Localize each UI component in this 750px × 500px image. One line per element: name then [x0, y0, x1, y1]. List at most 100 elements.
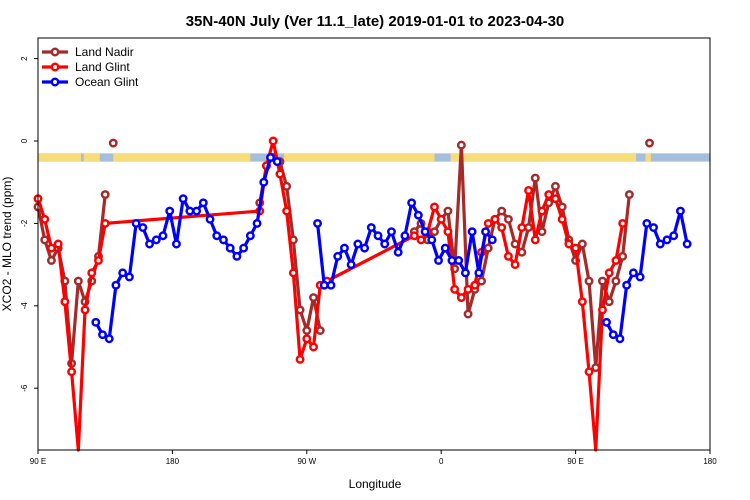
- data-point: [413, 210, 423, 220]
- x-tick-label: 90 E: [567, 457, 583, 466]
- data-point: [40, 235, 50, 245]
- data-point: [447, 256, 457, 265]
- data-point: [100, 190, 110, 200]
- data-point: [611, 276, 621, 286]
- y-tick-label: -2: [20, 219, 29, 227]
- data-point: [503, 214, 513, 224]
- data-point: [675, 206, 685, 216]
- data-point: [272, 157, 282, 167]
- data-point: [259, 177, 269, 187]
- data-point: [185, 206, 195, 216]
- data-point: [288, 268, 298, 278]
- data-point: [517, 223, 527, 232]
- data-point: [239, 243, 249, 253]
- y-tick-label: 2: [20, 56, 29, 61]
- data-point: [282, 181, 292, 191]
- data-point: [46, 256, 56, 265]
- y-tick-label: -6: [20, 384, 29, 392]
- data-point: [91, 317, 101, 327]
- land-band: [645, 153, 651, 162]
- data-point: [598, 276, 607, 286]
- data-point: [463, 309, 473, 319]
- data-point: [624, 190, 634, 200]
- data-point: [124, 272, 134, 282]
- data-point: [198, 198, 208, 208]
- legend-item: Land Glint: [42, 60, 130, 74]
- data-point: [245, 231, 255, 241]
- data-point: [60, 297, 70, 307]
- data-point: [393, 247, 403, 257]
- series-ocean-glint: [91, 153, 692, 344]
- data-point: [550, 181, 560, 191]
- data-point: [611, 256, 621, 265]
- data-point: [434, 256, 443, 265]
- data-point: [346, 260, 356, 270]
- data-point: [602, 317, 611, 327]
- data-point: [618, 218, 628, 228]
- data-point: [443, 227, 453, 237]
- data-point: [463, 284, 473, 294]
- data-point: [315, 326, 325, 335]
- data-point: [618, 251, 628, 261]
- data-point: [111, 280, 121, 290]
- data-point: [584, 367, 594, 377]
- series-land-nadir: [33, 138, 654, 373]
- data-point: [430, 227, 439, 237]
- data-point: [615, 334, 625, 344]
- data-point: [104, 334, 114, 344]
- data-point: [295, 354, 305, 364]
- chart-title: 35N-40N July (Ver 11.1_late) 2019-01-01 …: [186, 13, 565, 30]
- data-point: [98, 330, 107, 340]
- data-point: [635, 272, 645, 282]
- data-point: [282, 206, 292, 216]
- data-point: [662, 235, 672, 245]
- x-tick-label: 180: [703, 457, 717, 466]
- legend-swatch-marker: [50, 77, 60, 87]
- data-point: [537, 227, 547, 237]
- data-point: [450, 284, 460, 294]
- data-point: [373, 231, 383, 241]
- x-tick-label: 90 W: [297, 457, 316, 466]
- land-ocean-strip: [38, 153, 710, 162]
- data-point: [544, 190, 554, 200]
- series-layer: [33, 136, 692, 452]
- data-point: [302, 334, 312, 344]
- land-band: [83, 153, 100, 162]
- data-point: [604, 268, 614, 278]
- x-axis: 90 E 180 90 W 0 90 E 180: [30, 450, 717, 466]
- data-point: [655, 239, 665, 249]
- data-point: [416, 235, 426, 245]
- y-axis: 2 0 -2 -4 -6: [20, 56, 38, 392]
- data-point: [577, 297, 587, 307]
- data-point: [275, 169, 285, 179]
- land-band: [113, 153, 251, 162]
- data-point: [456, 140, 466, 150]
- y-tick-label: -4: [20, 302, 29, 310]
- data-point: [454, 256, 464, 265]
- data-point: [467, 227, 477, 237]
- data-point: [682, 239, 692, 249]
- data-point: [481, 227, 491, 237]
- data-point: [440, 243, 450, 253]
- data-point: [100, 218, 110, 228]
- data-point: [628, 268, 638, 278]
- y-axis-label: XCO2 - MLO trend (ppm): [0, 177, 14, 312]
- data-point: [497, 206, 507, 216]
- data-point: [483, 218, 493, 228]
- legend-label: Ocean Glint: [75, 75, 139, 89]
- data-point: [387, 227, 396, 237]
- legend-swatch-marker: [50, 47, 60, 57]
- data-point: [380, 239, 390, 249]
- data-point: [645, 138, 654, 148]
- data-point: [456, 293, 466, 303]
- data-point: [477, 276, 486, 286]
- legend-item: Ocean Glint: [42, 75, 139, 89]
- data-point: [326, 280, 336, 290]
- data-point: [483, 243, 493, 253]
- data-point: [108, 138, 118, 148]
- data-point: [205, 214, 215, 224]
- data-point: [94, 256, 103, 265]
- data-point: [339, 243, 349, 253]
